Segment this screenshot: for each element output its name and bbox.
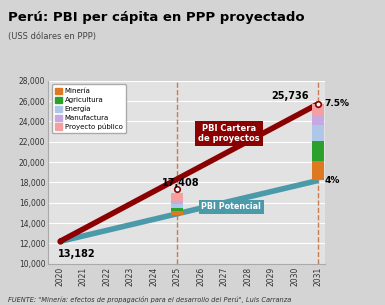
Bar (312, 124, 324, 141)
Bar (312, 115, 324, 124)
Bar (312, 161, 324, 181)
Bar (171, 192, 183, 201)
Bar (312, 141, 324, 161)
Bar (171, 208, 183, 211)
Bar (171, 204, 183, 208)
Text: 13,182: 13,182 (57, 249, 95, 259)
Text: FUENTE: "Minería: efectos de propagación para el desarrollo del Perú", Luis Carr: FUENTE: "Minería: efectos de propagación… (8, 296, 291, 303)
Text: 17,408: 17,408 (162, 178, 200, 188)
Text: PBI Cartera
de proyectos: PBI Cartera de proyectos (198, 124, 260, 143)
Bar (171, 211, 183, 215)
Bar (312, 104, 324, 115)
Text: 7.5%: 7.5% (324, 99, 349, 108)
Text: 25,736: 25,736 (271, 91, 309, 101)
Legend: Minería, Agricultura, Energía, Manufactura, Proyecto público: Minería, Agricultura, Energía, Manufactu… (52, 84, 126, 133)
Text: (USS dólares en PPP): (USS dólares en PPP) (8, 32, 96, 41)
Bar (171, 201, 183, 204)
Text: PBI Potencial: PBI Potencial (201, 203, 261, 211)
Text: 4%: 4% (324, 176, 340, 185)
Text: Perú: PBI per cápita en PPP proyectado: Perú: PBI per cápita en PPP proyectado (8, 11, 304, 24)
